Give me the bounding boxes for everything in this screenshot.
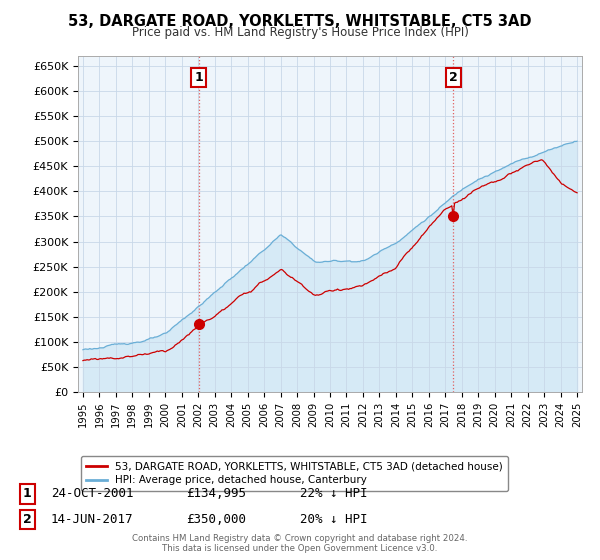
Text: 1: 1 — [23, 487, 31, 501]
Text: £134,995: £134,995 — [186, 487, 246, 501]
Text: 2: 2 — [449, 71, 458, 85]
Text: Price paid vs. HM Land Registry's House Price Index (HPI): Price paid vs. HM Land Registry's House … — [131, 26, 469, 39]
Text: 20% ↓ HPI: 20% ↓ HPI — [300, 513, 367, 526]
Text: 2: 2 — [23, 513, 31, 526]
Text: Contains HM Land Registry data © Crown copyright and database right 2024.
This d: Contains HM Land Registry data © Crown c… — [132, 534, 468, 553]
Text: 24-OCT-2001: 24-OCT-2001 — [51, 487, 133, 501]
Text: 53, DARGATE ROAD, YORKLETTS, WHITSTABLE, CT5 3AD: 53, DARGATE ROAD, YORKLETTS, WHITSTABLE,… — [68, 14, 532, 29]
Text: 1: 1 — [194, 71, 203, 85]
Text: 22% ↓ HPI: 22% ↓ HPI — [300, 487, 367, 501]
Text: 14-JUN-2017: 14-JUN-2017 — [51, 513, 133, 526]
Text: £350,000: £350,000 — [186, 513, 246, 526]
Legend: 53, DARGATE ROAD, YORKLETTS, WHITSTABLE, CT5 3AD (detached house), HPI: Average : 53, DARGATE ROAD, YORKLETTS, WHITSTABLE,… — [80, 456, 508, 491]
